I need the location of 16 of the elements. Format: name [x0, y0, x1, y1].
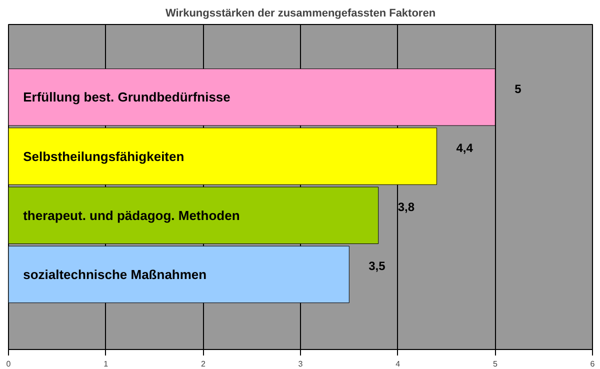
x-tick-label: 1: [104, 360, 109, 368]
y-tick-label: Selbstheilungsfähigkeiten: [23, 148, 184, 164]
data-label: 3,8: [398, 200, 415, 214]
x-tick-label: 4: [396, 360, 401, 368]
y-tick-label: Erfüllung best. Grundbedürfnisse: [23, 90, 230, 105]
x-tick-label: 0: [6, 360, 12, 368]
y-tick-label: sozialtechnische Maßnahmen: [23, 266, 207, 282]
x-tick-label: 5: [492, 360, 498, 368]
data-label: 3,5: [368, 259, 386, 274]
x-tick-label: 2: [200, 360, 206, 368]
data-label: 5: [514, 82, 522, 96]
data-label: 4,4: [456, 140, 474, 155]
x-tick-label: 3: [298, 360, 304, 368]
y-tick-label: therapeut. und pädagog. Methoden: [23, 208, 240, 223]
x-tick-label: 6: [590, 360, 596, 368]
chart-title: Wirkungsstärken der zusammengefassten Faktoren: [165, 8, 436, 20]
